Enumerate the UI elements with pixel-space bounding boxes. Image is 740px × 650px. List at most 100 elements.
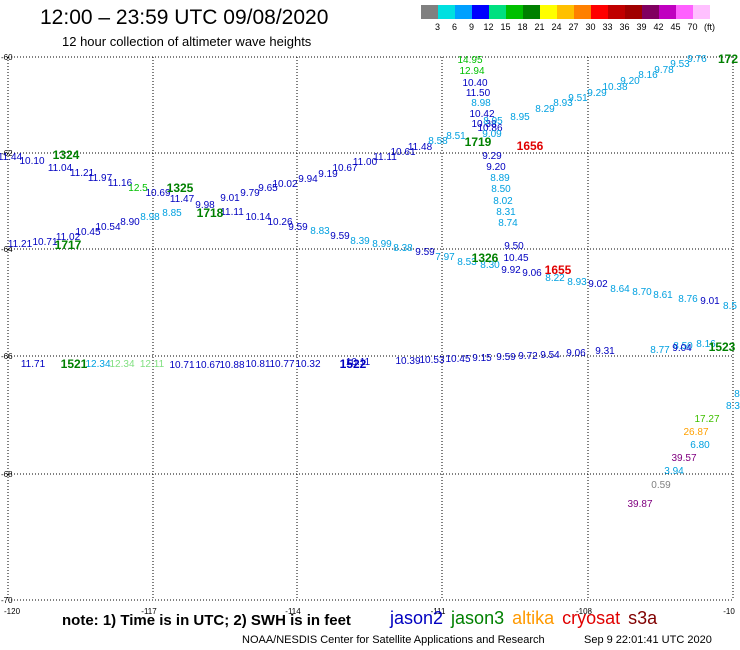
wave-height-value: 14.95 bbox=[457, 55, 482, 66]
wave-height-value: 10.10 bbox=[19, 156, 44, 167]
legend-jason2: jason2 bbox=[390, 608, 444, 628]
wave-height-value: 8.89 bbox=[490, 173, 510, 184]
wave-height-value: 9.59 bbox=[496, 352, 516, 363]
wave-height-value: 8.50 bbox=[491, 184, 511, 195]
wave-height-value: 9.65 bbox=[258, 183, 278, 194]
wave-height-value: 8.95 bbox=[483, 116, 503, 127]
wave-height-value: 8.93 bbox=[567, 277, 587, 288]
map-subtitle: 12 hour collection of altimeter wave hei… bbox=[62, 34, 312, 49]
wave-height-value: 8.38 bbox=[393, 243, 413, 254]
wave-height-value: 8.51 bbox=[446, 131, 466, 142]
pass-time-label: 1521 bbox=[61, 357, 88, 371]
wave-height-value: 10.32 bbox=[295, 359, 320, 370]
scale-label: 42 bbox=[653, 22, 664, 32]
wave-height-value: 8.16 bbox=[638, 70, 658, 81]
wave-height-value: 8.5 bbox=[723, 301, 737, 312]
pass-time-label: 1523 bbox=[709, 340, 736, 354]
wave-height-value: 0.59 bbox=[651, 480, 671, 491]
wave-height-value: 9.59 bbox=[415, 247, 435, 258]
pass-time-label: 1655 bbox=[545, 263, 572, 277]
wave-height-value: 6.80 bbox=[690, 440, 710, 451]
wave-height-value: 8.70 bbox=[632, 287, 652, 298]
lat-label: -64 bbox=[1, 245, 13, 254]
wave-height-value: 9.15 bbox=[472, 353, 492, 364]
scale-swatch bbox=[557, 5, 574, 19]
legend-s3a: s3a bbox=[628, 608, 658, 628]
map-title: 12:00 – 23:59 UTC 09/08/2020 bbox=[40, 6, 329, 29]
wave-height-value: 8.99 bbox=[372, 239, 392, 250]
scale-label: 33 bbox=[602, 22, 613, 32]
pass-time-label: 1656 bbox=[517, 139, 544, 153]
wave-height-value: 10.67 bbox=[332, 163, 357, 174]
wave-height-value: 9.94 bbox=[298, 174, 318, 185]
wave-height-value: 9.50 bbox=[504, 241, 524, 252]
pass-time-label: 1325 bbox=[167, 181, 194, 195]
wave-height-value: 10.14 bbox=[245, 212, 270, 223]
wave-height-value: 8.29 bbox=[535, 104, 555, 115]
wave-height-value: 10.45 bbox=[445, 354, 470, 365]
wave-height-value: 10.45 bbox=[75, 227, 100, 238]
wave-height-value: 10.40 bbox=[462, 78, 487, 89]
legend-cryosat: cryosat bbox=[562, 608, 621, 628]
wave-height-value: 17.27 bbox=[694, 414, 719, 425]
lat-label: -68 bbox=[1, 470, 13, 479]
wave-height-value: 7.97 bbox=[435, 252, 455, 263]
lat-label: -60 bbox=[1, 53, 13, 62]
units-note: note: 1) Time is in UTC; 2) SWH is in fe… bbox=[62, 612, 351, 629]
wave-height-value: 8.74 bbox=[498, 218, 518, 229]
wave-height-value: 11.21 bbox=[70, 168, 95, 179]
wave-height-value: 8.39 bbox=[350, 236, 370, 247]
wave-height-value: 26.87 bbox=[683, 427, 708, 438]
wave-height-value: 9.59 bbox=[330, 231, 350, 242]
pass-time-label: 1719 bbox=[465, 135, 492, 149]
wave-height-value: 8.3 bbox=[726, 401, 740, 412]
wave-height-value: 11.47 bbox=[170, 194, 195, 205]
wave-height-value: 9.06 bbox=[522, 268, 542, 279]
scale-label: 3 bbox=[434, 22, 440, 32]
wave-height-value: 9.78 bbox=[654, 65, 674, 76]
pass-time-label: 1717 bbox=[55, 238, 82, 252]
wave-height-value: 9.59 bbox=[288, 222, 308, 233]
wave-height-value: 9.51 bbox=[568, 93, 588, 104]
wave-height-value: 10.45 bbox=[503, 253, 528, 264]
wave-height-value: 39.57 bbox=[671, 453, 696, 464]
wave-height-value: 8.95 bbox=[510, 112, 530, 123]
pass-time-label: 1324 bbox=[53, 148, 80, 162]
wave-height-value: 11.04 bbox=[48, 163, 73, 174]
wave-height-value: 8.02 bbox=[493, 196, 513, 207]
wave-height-value: 12.34 bbox=[85, 359, 110, 370]
pass-time-label: 1326 bbox=[472, 251, 499, 265]
wave-height-value: 9.19 bbox=[318, 169, 338, 180]
wave-height-value: 9.04 bbox=[672, 343, 692, 354]
wave-height-value: 11.00 bbox=[353, 157, 378, 168]
lat-label: -62 bbox=[1, 149, 13, 158]
wave-height-value: 9.54 bbox=[540, 350, 560, 361]
scale-label: 45 bbox=[670, 22, 681, 32]
lon-label: -111 bbox=[431, 607, 446, 616]
wave-height-value: 11.02 bbox=[56, 232, 81, 243]
wave-height-value: 8.98 bbox=[471, 98, 491, 109]
scale-label: 18 bbox=[517, 22, 528, 32]
lon-label: -120 bbox=[4, 607, 21, 616]
wave-height-value: 11.71 bbox=[21, 359, 46, 370]
pass-time-label: 1718 bbox=[197, 206, 224, 220]
wave-height-value: 10.86 bbox=[477, 123, 502, 134]
wave-height-value: 9.98 bbox=[195, 200, 215, 211]
wave-height-value: 12.11 bbox=[140, 359, 165, 370]
scale-label: 39 bbox=[636, 22, 647, 32]
wave-height-value: 11.50 bbox=[466, 88, 491, 99]
scale-swatch bbox=[523, 5, 540, 19]
wave-height-value: 8.53 bbox=[457, 257, 477, 268]
credit-text: NOAA/NESDIS Center for Satellite Applica… bbox=[242, 634, 545, 646]
wave-height-value: 39.87 bbox=[627, 499, 652, 510]
wave-height-value: 8.98 bbox=[140, 212, 160, 223]
scale-swatch bbox=[472, 5, 489, 19]
lat-lon-grid bbox=[7, 56, 734, 601]
scale-swatch bbox=[421, 5, 438, 19]
scale-swatch bbox=[574, 5, 591, 19]
wave-height-value: 3.94 bbox=[664, 466, 684, 477]
wave-height-value: 11.11 bbox=[373, 152, 397, 163]
wave-height-value: 8.64 bbox=[610, 284, 630, 295]
